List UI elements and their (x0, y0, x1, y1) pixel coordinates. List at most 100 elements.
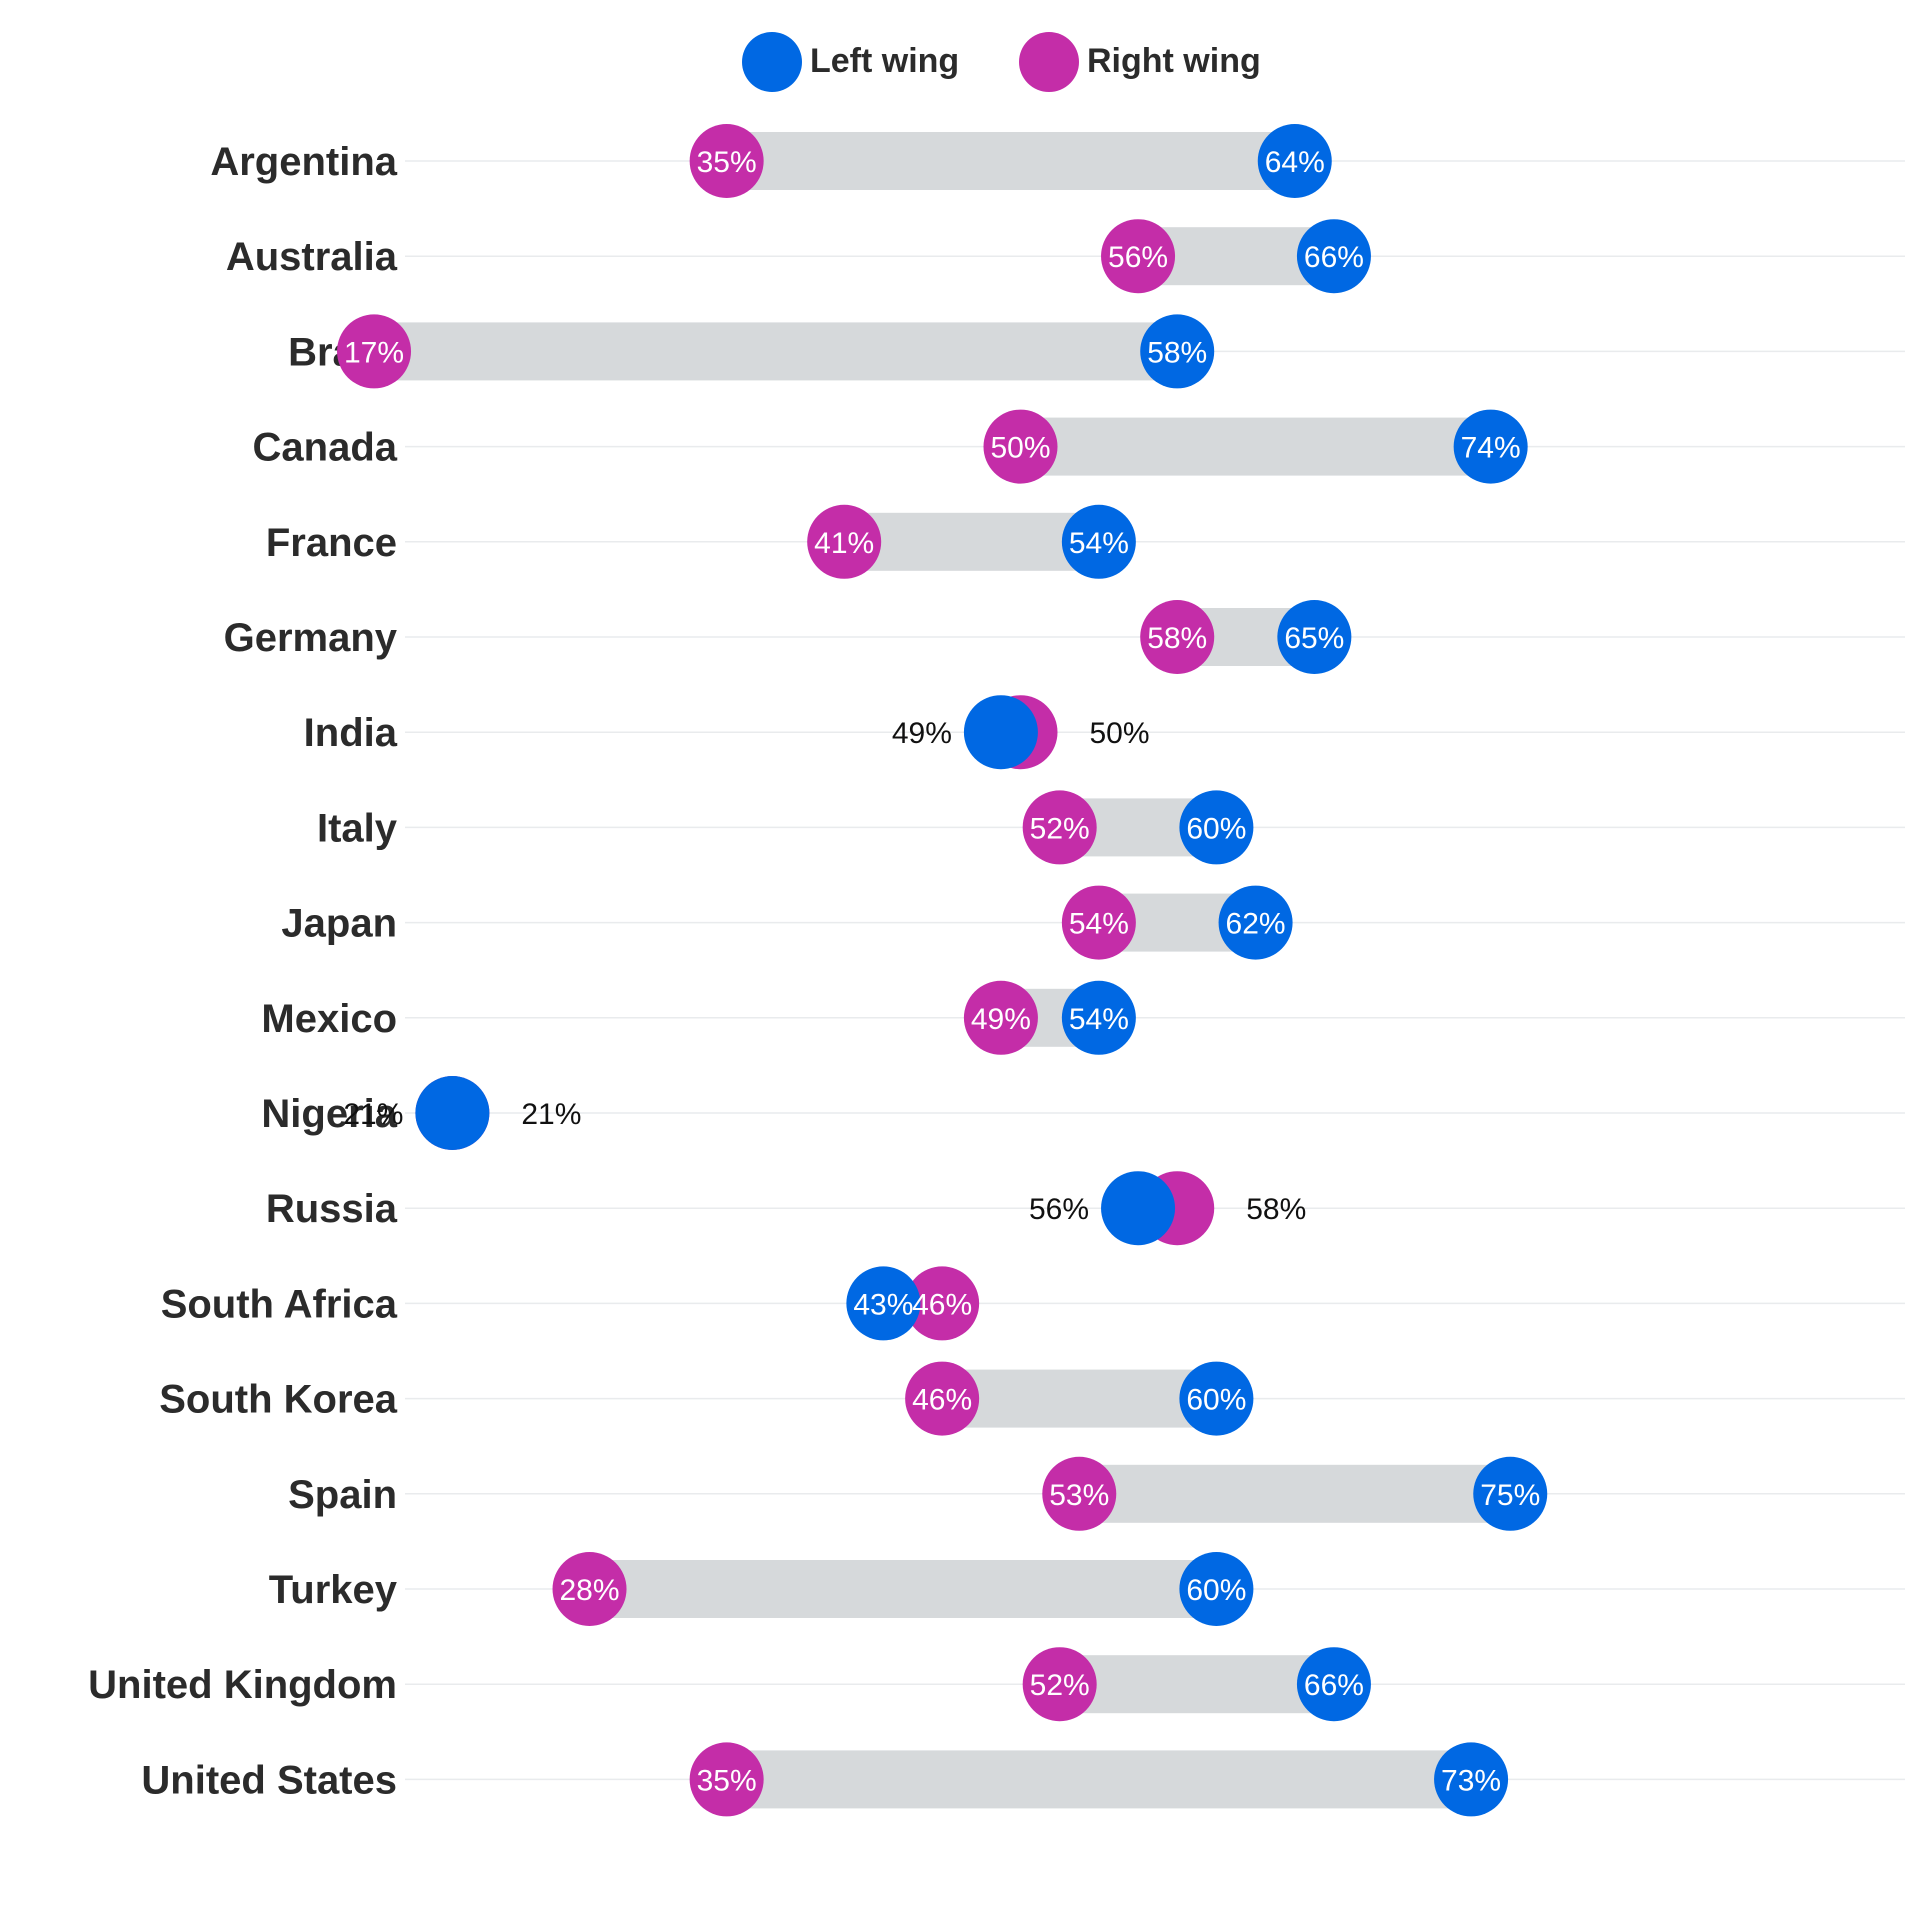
right-wing-value: 35% (697, 146, 757, 179)
left-wing-value: 43% (853, 1288, 913, 1321)
right-wing-dot (983, 409, 1058, 484)
legend-swatch (1019, 32, 1079, 92)
right-wing-value: 50% (1090, 717, 1150, 750)
country-label: South Korea (159, 1378, 398, 1422)
row-mexico: Mexico 49% 54% (261, 980, 1136, 1055)
right-wing-dot (689, 124, 764, 198)
right-wing-value: 52% (1030, 1669, 1090, 1702)
row-united-states: United States 35% 73% (141, 1742, 1509, 1817)
left-wing-dot (1473, 1456, 1548, 1531)
row-russia: Russia 56% 58% (266, 1171, 1306, 1246)
left-wing-dot (415, 1076, 490, 1150)
left-wing-value: 56% (1029, 1193, 1089, 1226)
right-wing-dot (1101, 219, 1176, 294)
country-label: France (266, 521, 397, 565)
left-wing-value: 54% (1069, 527, 1129, 560)
right-wing-value: 35% (697, 1764, 757, 1797)
row-south-korea: South Korea 46% 60% (159, 1361, 1254, 1436)
left-wing-dot (1296, 1647, 1371, 1722)
right-wing-dot (552, 1552, 627, 1626)
right-wing-value: 41% (814, 527, 874, 560)
right-wing-dot (905, 1361, 980, 1436)
country-label: South Africa (161, 1282, 398, 1326)
right-wing-dot (1022, 790, 1097, 865)
right-wing-value: 52% (1030, 812, 1090, 845)
left-wing-value: 64% (1265, 146, 1325, 179)
right-wing-dot (689, 1742, 764, 1817)
range-bar (1059, 1655, 1334, 1714)
left-wing-dot (1434, 1742, 1509, 1817)
left-wing-dot (1061, 980, 1136, 1055)
country-label: Australia (226, 235, 398, 279)
range-bar (844, 512, 1099, 571)
left-wing-value: 66% (1304, 1669, 1364, 1702)
right-wing-dot (337, 314, 412, 389)
left-wing-dot (1061, 504, 1136, 579)
left-wing-value: 60% (1186, 1384, 1246, 1417)
left-wing-value: 62% (1226, 908, 1286, 941)
country-label: Spain (288, 1473, 397, 1517)
left-wing-value: 21% (343, 1098, 403, 1131)
country-label: Nigeria (261, 1092, 397, 1136)
country-label: Turkey (269, 1568, 398, 1612)
row-spain: Spain 53% 75% (288, 1456, 1548, 1531)
legend-item-left-wing: Left wing (742, 32, 959, 92)
legend-swatch (742, 32, 802, 92)
country-label: Japan (281, 902, 397, 946)
range-bar (942, 1369, 1217, 1428)
left-wing-value: 75% (1480, 1479, 1540, 1512)
left-wing-dot (1179, 1361, 1254, 1436)
row-south-africa: South Africa 46%43% (161, 1266, 980, 1341)
left-wing-dot (1218, 885, 1293, 960)
right-wing-value: 56% (1108, 241, 1168, 274)
left-wing-dot (1179, 790, 1254, 865)
row-italy: Italy 52% 60% (317, 790, 1254, 865)
left-wing-value: 74% (1461, 432, 1521, 465)
country-label: Argentina (210, 140, 397, 184)
legend-label: Right wing (1087, 42, 1261, 80)
country-label: Germany (224, 616, 398, 660)
right-wing-dot (1042, 1456, 1117, 1531)
legend-item-right-wing: Right wing (1019, 32, 1261, 92)
row-brazil: Brazil17%58% (288, 314, 1215, 389)
row-germany: Germany 58% 65% (224, 600, 1352, 674)
range-bar (1020, 417, 1491, 476)
left-wing-dot (1453, 409, 1528, 484)
country-label: Canada (253, 426, 398, 470)
row-india: India 49% 50% (304, 695, 1150, 770)
left-wing-dot (1277, 600, 1352, 674)
right-wing-dot (1061, 885, 1136, 960)
row-australia: Australia 56% 66% (226, 219, 1371, 294)
range-bar (726, 1750, 1472, 1809)
left-wing-value: 58% (1147, 336, 1207, 369)
country-label: India (304, 711, 398, 755)
right-wing-dot (963, 980, 1038, 1055)
left-wing-dot (963, 695, 1038, 770)
country-label: Russia (266, 1187, 398, 1231)
country-label: Mexico (261, 997, 397, 1041)
row-united-kingdom: United Kingdom 52% 66% (88, 1647, 1371, 1722)
left-wing-value: 60% (1186, 812, 1246, 845)
left-wing-value: 66% (1304, 241, 1364, 274)
row-france: France 41% 54% (266, 504, 1136, 579)
left-wing-dot (1101, 1171, 1176, 1246)
range-bar (374, 322, 1178, 381)
right-wing-value: 21% (521, 1098, 581, 1131)
right-wing-value: 58% (1246, 1193, 1306, 1226)
left-wing-value: 65% (1284, 622, 1344, 655)
chart-rows: Argentina 35% 64% Australia 56% 66% Brazil17%5… (88, 124, 1548, 1817)
left-wing-value: 54% (1069, 1003, 1129, 1036)
left-wing-value: 60% (1186, 1574, 1246, 1607)
left-wing-value: 49% (892, 717, 952, 750)
legend-label: Left wing (810, 42, 959, 80)
row-argentina: Argentina 35% 64% (210, 124, 1332, 198)
left-wing-value: 73% (1441, 1764, 1501, 1797)
country-label: United Kingdom (88, 1663, 397, 1707)
right-wing-dot (1140, 600, 1215, 674)
row-turkey: Turkey 28% 60% (269, 1552, 1254, 1626)
left-wing-dot (1179, 1552, 1254, 1626)
right-wing-value: 54% (1069, 908, 1129, 941)
right-wing-value: 46% (912, 1288, 972, 1321)
